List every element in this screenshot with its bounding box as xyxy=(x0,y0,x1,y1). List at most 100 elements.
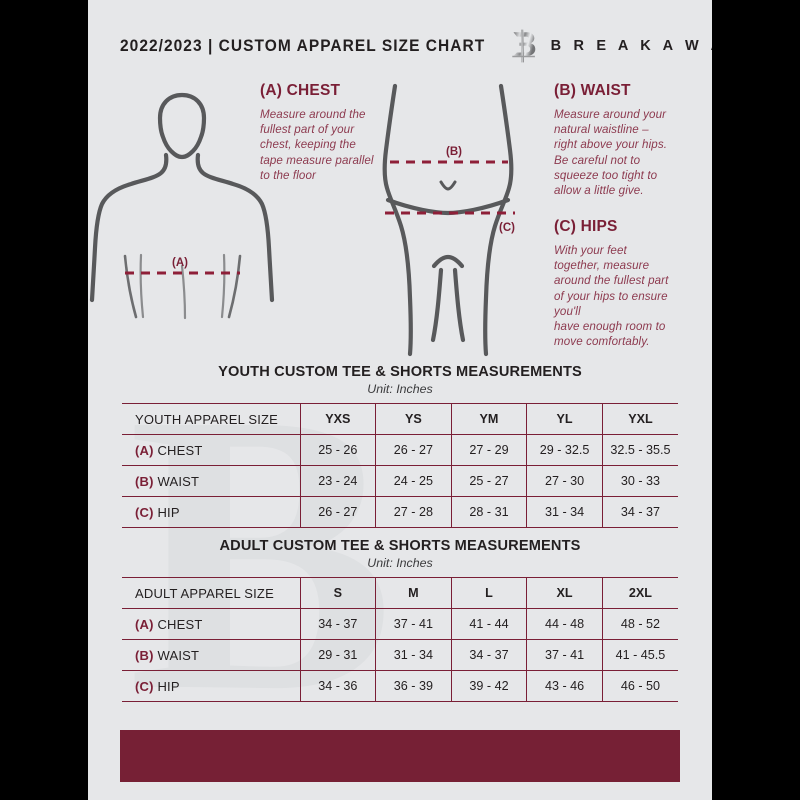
youth-cell: 23 - 24 xyxy=(300,465,377,497)
youth-row-label: (A) CHEST xyxy=(122,434,301,466)
adult-cell: 34 - 37 xyxy=(451,639,528,671)
table-row: (B) WAIST 29 - 31 31 - 34 34 - 37 37 - 4… xyxy=(122,639,678,671)
adult-col-header: XL xyxy=(526,577,603,609)
adult-col-header: S xyxy=(300,577,377,609)
arm-inner-edges xyxy=(123,254,242,319)
adult-table-unit: Unit: Inches xyxy=(367,556,433,570)
adult-cell: 44 - 48 xyxy=(526,608,603,640)
row-tag: (B) xyxy=(135,647,154,663)
callout-hips: (C) HIPS With your feet together, measur… xyxy=(554,218,706,349)
adult-cell: 39 - 42 xyxy=(451,670,528,702)
adult-size-table: ADULT APPAREL SIZE S M L XL 2XL (A) CHES… xyxy=(122,577,678,702)
row-label-text: CHEST xyxy=(157,616,203,632)
adult-size-table-block: ADULT CUSTOM TEE & SHORTS MEASUREMENTS U… xyxy=(88,538,712,702)
youth-col-header: YXL xyxy=(602,403,678,435)
navel-mark xyxy=(439,180,457,191)
adult-cell: 46 - 50 xyxy=(602,670,678,702)
callout-chest-body: Measure around the fullest part of your … xyxy=(260,108,374,182)
youth-table-unit: Unit: Inches xyxy=(367,382,433,396)
table-row: (C) HIP 26 - 27 27 - 28 28 - 31 31 - 34 … xyxy=(122,496,678,528)
adult-table-title: ADULT CUSTOM TEE & SHORTS MEASUREMENTS xyxy=(219,538,581,554)
youth-cell: 27 - 29 xyxy=(451,434,528,466)
adult-cell: 36 - 39 xyxy=(375,670,452,702)
row-label-text: WAIST xyxy=(157,647,200,663)
table-row: (A) CHEST 25 - 26 26 - 27 27 - 29 29 - 3… xyxy=(122,434,678,466)
row-label-text: WAIST xyxy=(157,473,200,489)
youth-col-header: YL xyxy=(526,403,603,435)
adult-col-header: M xyxy=(375,577,452,609)
callout-waist-body: Measure around your natural waistline – … xyxy=(554,108,668,198)
waist-line-label: (B) xyxy=(446,146,462,158)
adult-cell: 41 - 45.5 xyxy=(602,639,678,671)
youth-table-title: YOUTH CUSTOM TEE & SHORTS MEASUREMENTS xyxy=(218,364,582,380)
front-body-outline xyxy=(89,92,275,303)
youth-size-table-block: YOUTH CUSTOM TEE & SHORTS MEASUREMENTS U… xyxy=(88,364,712,528)
table-row: (A) CHEST 34 - 37 37 - 41 41 - 44 44 - 4… xyxy=(122,608,678,640)
hips-line-label: (C) xyxy=(499,222,515,234)
youth-col-header: YM xyxy=(451,403,528,435)
row-label-text: CHEST xyxy=(157,442,203,458)
youth-cell: 29 - 32.5 xyxy=(526,434,603,466)
adult-col-header: L xyxy=(451,577,528,609)
youth-cell: 28 - 31 xyxy=(451,496,528,528)
youth-row-label: (B) WAIST xyxy=(122,465,301,497)
adult-row-label: (C) HIP xyxy=(122,670,301,702)
adult-row-label: (A) CHEST xyxy=(122,608,301,640)
row-label-text: HIP xyxy=(157,678,180,694)
breakaway-b-logo-icon xyxy=(511,29,535,63)
youth-cell: 27 - 30 xyxy=(526,465,603,497)
table-header-row: YOUTH APPAREL SIZE YXS YS YM YL YXL xyxy=(122,403,678,435)
adult-cell: 29 - 31 xyxy=(300,639,377,671)
adult-cell: 34 - 36 xyxy=(300,670,377,702)
youth-cell: 30 - 33 xyxy=(602,465,678,497)
page-header: 2022/2023 | CUSTOM APPAREL SIZE CHART xyxy=(88,26,712,66)
youth-cell: 26 - 27 xyxy=(375,434,452,466)
table-header-row: ADULT APPAREL SIZE S M L XL 2XL xyxy=(122,577,678,609)
row-tag: (C) xyxy=(135,678,154,694)
footer-bar xyxy=(120,730,680,782)
adult-cell: 37 - 41 xyxy=(375,608,452,640)
row-label-text: HIP xyxy=(157,504,180,520)
row-tag: (A) xyxy=(135,442,154,458)
adult-col-header: 2XL xyxy=(602,577,678,609)
callout-waist-title: (B) WAIST xyxy=(554,82,631,99)
adult-row-label: (B) WAIST xyxy=(122,639,301,671)
youth-cell: 26 - 27 xyxy=(300,496,377,528)
callout-waist: (B) WAIST Measure around your natural wa… xyxy=(554,82,706,198)
youth-cell: 31 - 34 xyxy=(526,496,603,528)
callout-hips-body: With your feet together, measure around … xyxy=(554,244,669,349)
youth-cell: 25 - 26 xyxy=(300,434,377,466)
page-title: 2022/2023 | CUSTOM APPAREL SIZE CHART xyxy=(120,36,486,55)
brand-name: B R E A K A W A Y xyxy=(550,38,712,54)
chest-line-label: (A) xyxy=(172,257,188,269)
youth-size-table: YOUTH APPAREL SIZE YXS YS YM YL YXL (A) … xyxy=(122,403,678,528)
callout-hips-title: (C) HIPS xyxy=(554,218,618,235)
callout-chest: (A) CHEST Measure around the fullest par… xyxy=(260,82,412,183)
youth-cell: 24 - 25 xyxy=(375,465,452,497)
adult-cell: 37 - 41 xyxy=(526,639,603,671)
size-chart-page: B 2022/2023 | CUSTOM APPAREL SIZE CHART xyxy=(88,0,712,800)
adult-cell: 31 - 34 xyxy=(375,639,452,671)
row-tag: (B) xyxy=(135,473,154,489)
youth-cell: 27 - 28 xyxy=(375,496,452,528)
adult-cell: 48 - 52 xyxy=(602,608,678,640)
torso-contour-lines xyxy=(139,253,226,320)
adult-cell: 41 - 44 xyxy=(451,608,528,640)
adult-cell: 34 - 37 xyxy=(300,608,377,640)
lower-body-outline xyxy=(382,83,514,357)
adult-header-label: ADULT APPAREL SIZE xyxy=(122,577,301,609)
youth-col-header: YS xyxy=(375,403,452,435)
table-row: (C) HIP 34 - 36 36 - 39 39 - 42 43 - 46 … xyxy=(122,670,678,702)
row-tag: (A) xyxy=(135,616,154,632)
youth-col-header: YXS xyxy=(300,403,377,435)
youth-row-label: (C) HIP xyxy=(122,496,301,528)
adult-cell: 43 - 46 xyxy=(526,670,603,702)
table-row: (B) WAIST 23 - 24 24 - 25 25 - 27 27 - 3… xyxy=(122,465,678,497)
youth-cell: 34 - 37 xyxy=(602,496,678,528)
youth-header-label: YOUTH APPAREL SIZE xyxy=(122,403,301,435)
callout-chest-title: (A) CHEST xyxy=(260,82,341,99)
brand-lockup: B R E A K A W A Y xyxy=(509,29,712,63)
row-tag: (C) xyxy=(135,504,154,520)
body-figures: (A) (B) (C) xyxy=(89,83,515,357)
